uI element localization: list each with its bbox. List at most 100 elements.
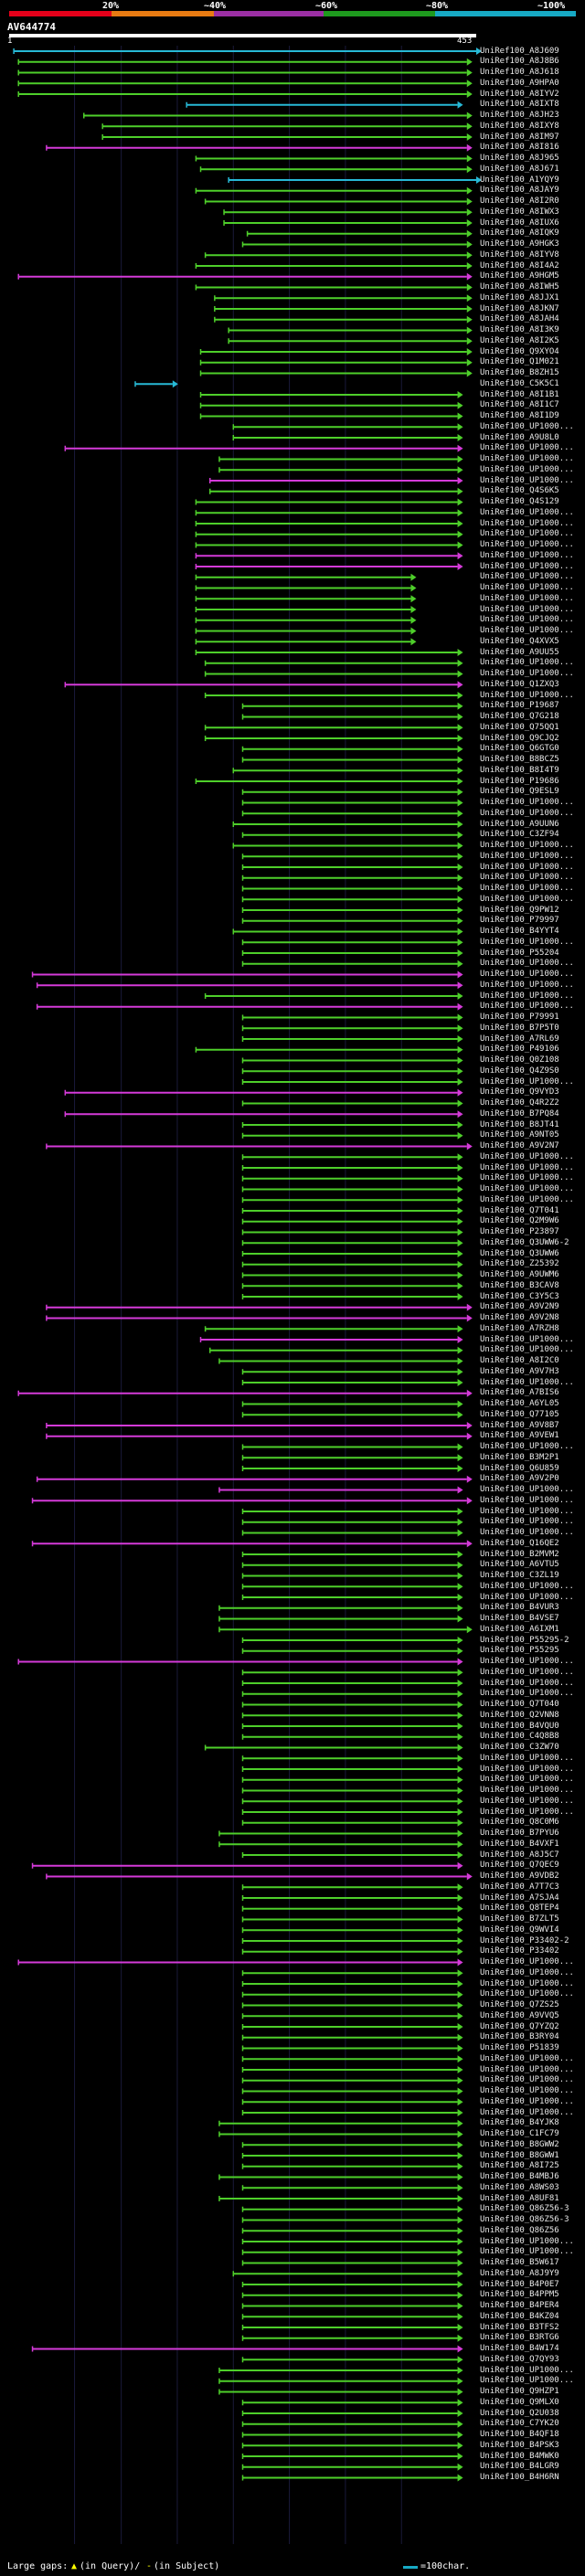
hit-label[interactable]: UniRef100_A7RL69 [480,1034,559,1044]
hit-label[interactable]: UniRef100_A9V8B7 [480,1420,559,1430]
hit-line[interactable] [241,831,463,839]
hit-line[interactable] [241,1250,463,1257]
hit-label[interactable]: UniRef100_B4YYT4 [480,927,559,936]
hit-line[interactable] [241,2001,463,2009]
hit-label[interactable]: UniRef100_Q0Z108 [480,1055,559,1065]
hit-line[interactable] [241,702,463,710]
hit-label[interactable]: UniRef100_A9V2N9 [480,1302,559,1312]
hit-label[interactable]: UniRef100_A9HGM5 [480,271,559,281]
hit-label[interactable]: UniRef100_A8I1D9 [480,411,559,420]
hit-line[interactable] [46,1432,473,1440]
hit-line[interactable] [241,2227,463,2235]
hit-line[interactable] [199,1336,463,1343]
hit-line[interactable] [241,896,463,904]
hit-label[interactable]: UniRef100_B4MBJ6 [480,2172,559,2181]
hit-line[interactable] [46,1422,473,1429]
hit-line[interactable] [241,1583,463,1591]
hit-line[interactable] [218,2130,463,2138]
hit-label[interactable]: UniRef100_Q4Z9S0 [480,1065,559,1076]
hit-label[interactable]: UniRef100_A9V7H3 [480,1366,559,1376]
hit-label[interactable]: UniRef100_UP1000... [480,529,574,539]
hit-label[interactable]: UniRef100_A6YL05 [480,1399,559,1408]
hit-label[interactable]: UniRef100_P33402 [480,1946,559,1956]
hit-label[interactable]: UniRef100_B8I4T9 [480,765,559,775]
hit-label[interactable]: UniRef100_UP1000... [480,1442,574,1451]
hit-label[interactable]: UniRef100_UP1000... [480,1194,574,1204]
hit-label[interactable]: UniRef100_UP1000... [480,1786,574,1795]
hit-label[interactable]: UniRef100_UP1000... [480,1334,574,1344]
hit-line[interactable] [241,1808,463,1816]
hit-line[interactable] [46,1872,473,1881]
hit-label[interactable]: UniRef100_Q8TEP4 [480,1903,559,1913]
hit-label[interactable]: UniRef100_A9HPA0 [480,78,559,88]
hit-label[interactable]: UniRef100_Q2M9W6 [480,1216,559,1226]
hit-label[interactable]: UniRef100_UP1000... [480,1528,574,1537]
hit-label[interactable]: UniRef100_B4VSE7 [480,1614,559,1623]
hit-line[interactable] [241,2033,463,2041]
hit-label[interactable]: UniRef100_UP1000... [480,604,574,614]
hit-label[interactable]: UniRef100_B3TFS2 [480,2322,559,2332]
hit-line[interactable] [241,2399,463,2407]
hit-label[interactable]: UniRef100_A6IXM1 [480,1624,559,1634]
hit-line[interactable] [195,778,463,785]
hit-label[interactable]: UniRef100_A1YQY9 [480,175,559,185]
hit-label[interactable]: UniRef100_UP1000... [480,1807,574,1817]
hit-line[interactable] [195,498,463,506]
hit-label[interactable]: UniRef100_UP1000... [480,593,574,603]
hit-line[interactable] [241,1035,463,1043]
hit-line[interactable] [241,1260,463,1268]
hit-line[interactable] [241,2162,463,2170]
hit-label[interactable]: UniRef100_C5K5C1 [480,378,559,388]
hit-label[interactable]: UniRef100_P19687 [480,701,559,711]
hit-label[interactable]: UniRef100_A8I2C0 [480,1356,559,1365]
hit-line[interactable] [195,186,473,195]
hit-label[interactable]: UniRef100_P79997 [480,916,559,926]
hit-label[interactable]: UniRef100_Q2U038 [480,2408,559,2418]
hit-label[interactable]: UniRef100_A9UUN6 [480,819,559,829]
hit-line[interactable] [199,369,473,377]
hit-label[interactable]: UniRef100_B8ZH15 [480,368,559,377]
hit-label[interactable]: UniRef100_A8IYV2 [480,89,559,99]
hit-line[interactable] [241,1637,463,1644]
hit-label[interactable]: UniRef100_Q86Z56-3 [480,2215,569,2224]
hit-label[interactable]: UniRef100_UP1000... [480,2064,574,2074]
hit-line[interactable] [241,1980,463,1988]
hit-line[interactable] [218,1840,463,1849]
hit-label[interactable]: UniRef100_A9V2N7 [480,1141,559,1150]
hit-label[interactable]: UniRef100_Q8C0M6 [480,1818,559,1828]
hit-line[interactable] [241,938,463,947]
hit-line[interactable] [199,412,463,420]
hit-line[interactable] [218,2388,463,2396]
hit-line[interactable] [241,2356,463,2364]
hit-label[interactable]: UniRef100_UP1000... [480,561,574,571]
hit-line[interactable] [241,906,463,914]
hit-label[interactable]: UniRef100_UP1000... [480,454,574,463]
hit-line[interactable] [232,821,463,828]
hit-label[interactable]: UniRef100_UP1000... [480,464,574,474]
hit-line[interactable] [195,509,463,517]
hit-line[interactable] [199,348,473,355]
hit-label[interactable]: UniRef100_Q9XYO4 [480,346,559,356]
hit-label[interactable]: UniRef100_B7ZLT5 [480,1914,559,1924]
hit-line[interactable] [17,272,473,281]
hit-line[interactable] [241,2044,463,2052]
hit-label[interactable]: UniRef100_A9VEW1 [480,1431,559,1441]
hit-label[interactable]: UniRef100_Q16QE2 [480,1538,559,1548]
hit-label[interactable]: UniRef100_A8JAH4 [480,314,559,324]
hit-line[interactable] [223,219,473,227]
hit-label[interactable]: UniRef100_UP1000... [480,507,574,517]
hit-line[interactable] [241,1990,463,1998]
hit-line[interactable] [241,1518,463,1526]
hit-line[interactable] [241,1368,463,1376]
hit-label[interactable]: UniRef100_UP1000... [480,1517,574,1527]
hit-line[interactable] [195,154,473,163]
hit-line[interactable] [241,1185,463,1193]
hit-line[interactable] [241,2098,463,2106]
hit-line[interactable] [241,2291,463,2299]
hit-line[interactable] [218,2119,463,2127]
hit-label[interactable]: UniRef100_UP1000... [480,658,574,668]
hit-line[interactable] [241,2334,463,2342]
hit-label[interactable]: UniRef100_C3Y5C3 [480,1291,559,1301]
hit-line[interactable] [241,1067,463,1076]
hit-label[interactable]: UniRef100_Q7ZS25 [480,2000,559,2009]
